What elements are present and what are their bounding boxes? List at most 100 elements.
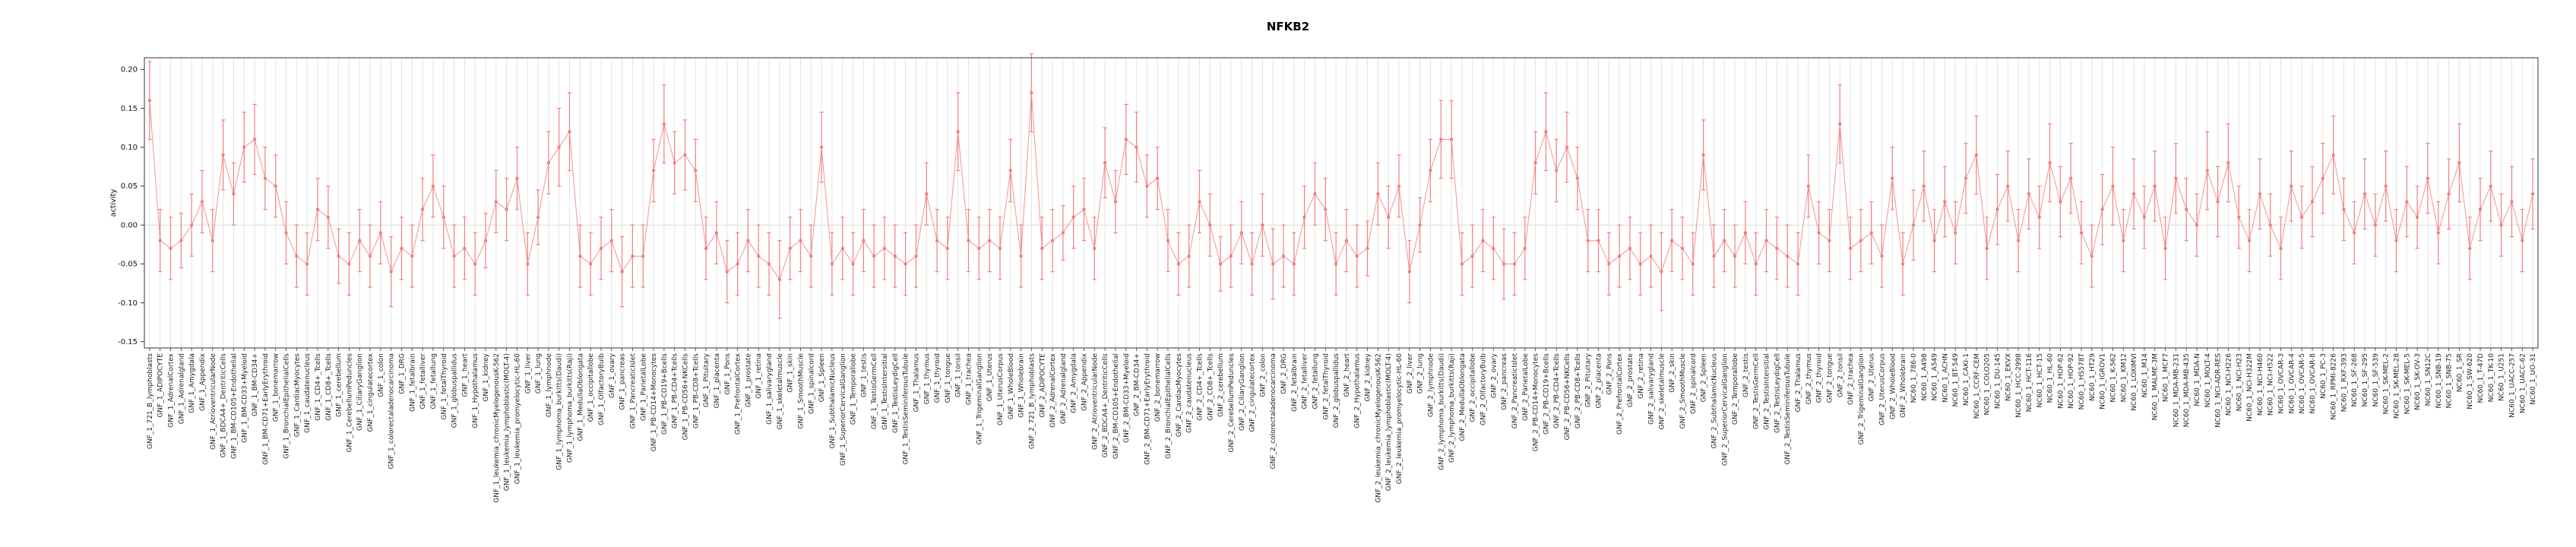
x-tick-label: GNF_2_ParietalLobe: [1522, 353, 1530, 422]
data-point: [2342, 207, 2346, 211]
x-tick-label: GNF_1_BM-CD33+Myeloid: [241, 353, 248, 443]
x-tick-label: GNF_2_thyroid: [1816, 353, 1824, 403]
data-point: [1932, 239, 1936, 242]
x-tick-label: GNF_1_CerebellumPeduncles: [346, 353, 353, 453]
x-tick-label: GNF_2_AtrioventricularNode: [1091, 353, 1099, 450]
data-point: [1103, 161, 1107, 165]
x-tick-label: GNF_2_TestisGermCell: [1753, 353, 1761, 429]
x-tick-label: GNF_2_heart: [1343, 353, 1351, 397]
data-point: [2290, 184, 2293, 188]
data-point: [1869, 231, 1873, 235]
x-tick-label: GNF_2_tonsil: [1837, 353, 1844, 397]
data-point: [788, 246, 792, 251]
x-tick-label: GNF_1_colorectaladenocarcinoma: [388, 353, 396, 470]
data-point: [2321, 176, 2324, 180]
x-tick-label: GNF_1_SuperiorCervicalGanglion: [840, 353, 847, 466]
x-tick-label: NC60_1_MDA-MB-231: [2173, 353, 2180, 427]
x-tick-label: GNF_2_CiliaryGanglion: [1239, 353, 1246, 431]
data-point: [2142, 215, 2147, 220]
x-tick-label: GNF_1_Spleen: [818, 353, 826, 402]
data-point: [2079, 231, 2084, 235]
x-tick-label: GNF_1_skeletalmuscle: [777, 353, 784, 430]
data-point: [1891, 176, 1894, 180]
data-point: [1786, 255, 1790, 258]
x-tick-label: GNF_2_colon: [1259, 353, 1267, 397]
x-tick-label: GNF_1_CiliaryGanglion: [356, 353, 364, 431]
data-point: [2384, 184, 2388, 188]
x-tick-label: GNF_1_PrefrontalCortex: [735, 353, 742, 435]
x-tick-label: GNF_1_TrigeminalGanglion: [976, 353, 983, 444]
data-point: [1061, 231, 1065, 235]
x-tick-label: GNF_2_OlfactoryBulb: [1480, 353, 1488, 425]
x-tick-label: GNF_2_PancreaticIslet: [1511, 353, 1519, 429]
data-point: [2090, 255, 2093, 258]
x-tick-label: NC60_1_NCI-H522: [2267, 353, 2275, 416]
x-tick-label: NC60_1_KM12: [2120, 353, 2128, 402]
data-point: [683, 153, 687, 157]
x-tick-label: GNF_1_thymus: [923, 353, 931, 405]
data-point: [578, 255, 582, 258]
x-tick-label: NC60_1_SK-MEL-28: [2394, 353, 2401, 419]
x-tick-label: GNF_2_PB-CD4+Tcells: [1553, 353, 1561, 428]
x-tick-label: GNF_2_fetalThyroid: [1322, 353, 1330, 420]
data-point: [1880, 255, 1884, 258]
data-point: [1397, 184, 1401, 188]
data-point: [1198, 200, 1201, 204]
x-tick-label: GNF_1_BM-CD34+: [252, 353, 259, 416]
data-point: [1660, 270, 1663, 274]
data-point: [1030, 90, 1033, 95]
chart-title: NFKB2: [1266, 20, 1310, 33]
data-point: [1302, 215, 1306, 220]
x-tick-label: NC60_1_U251: [2498, 353, 2506, 401]
data-point: [2027, 192, 2031, 196]
x-tick-label: NC60_1_SW-620: [2467, 353, 2474, 409]
x-tick-label: GNF_2_trachea: [1847, 353, 1855, 405]
data-point: [2069, 176, 2073, 180]
data-point: [851, 262, 855, 266]
data-point: [473, 262, 477, 266]
x-tick-label: NC60_1_DU-145: [1995, 353, 2002, 409]
x-tick-label: GNF_1_globuspallidus: [451, 353, 459, 428]
data-point: [179, 239, 183, 242]
data-point: [1093, 246, 1097, 251]
data-point: [1828, 239, 1831, 242]
data-point: [526, 262, 530, 266]
x-tick-label: GNF_2_BDCA4+_DentriticCells: [1102, 353, 1109, 458]
x-tick-label: NC60_1_IGROV1: [2100, 353, 2107, 409]
data-point: [2457, 161, 2461, 165]
x-tick-label: GNF_1_DRG: [399, 353, 407, 394]
x-tick-label: GNF_2_kidney: [1365, 353, 1372, 401]
x-tick-label: NC60_1_UO-31: [2530, 353, 2537, 405]
x-tick-label: GNF_2_prostate: [1627, 353, 1635, 408]
data-point: [1954, 231, 1957, 235]
x-tick-label: NC60_1_SK-MEL-2: [2383, 353, 2391, 414]
x-tick-label: NC60_1_SNB-75: [2446, 353, 2454, 409]
data-point: [2153, 184, 2157, 188]
x-tick-label: NC60_1_SN12C: [2425, 353, 2432, 406]
x-tick-label: GNF_1_fetalbrain: [409, 353, 416, 412]
x-tick-label: GNF_1_WholeBlood: [1008, 353, 1015, 419]
y-tick-label: -0.10: [118, 299, 138, 308]
data-point: [1261, 223, 1264, 227]
data-point: [483, 239, 488, 242]
x-tick-label: GNF_1_pancreas: [619, 353, 627, 410]
x-tick-label: GNF_2_Hypothalamus: [1354, 353, 1362, 428]
data-point: [2394, 239, 2398, 242]
x-tick-label: GNF_1_TestisIntersitial: [881, 353, 889, 430]
x-tick-label: GNF_2_BM-CD71+EarlyErythroid: [1144, 353, 1151, 465]
x-tick-label: GNF_1_caudatenucleus: [304, 353, 312, 433]
x-tick-label: NC60_1_CCRF-CEM: [1973, 353, 1981, 419]
data-point: [882, 246, 887, 251]
x-tick-label: NC60_1_OVCAR-3: [2278, 353, 2286, 414]
x-tick-label: GNF_1_PB-CD14+Monocytes: [650, 353, 658, 451]
x-tick-label: GNF_1_ParietalLobe: [640, 353, 647, 422]
x-tick-label: NC60_1_K-562: [2110, 353, 2118, 403]
x-tick-label: GNF_1_TestisLeydigCell: [892, 353, 900, 433]
x-tick-label: GNF_1_kidney: [483, 353, 490, 401]
x-tick-label: GNF_2_CD8+_Tcells: [1207, 353, 1214, 421]
x-tick-label: GNF_1_TestisSeminiferousTubule: [903, 353, 910, 465]
x-tick-label: GNF_2_AdrenalCortex: [1049, 353, 1057, 427]
x-tick-label: GNF_2_BM-CD33+Myeloid: [1123, 353, 1131, 443]
data-point: [988, 239, 992, 242]
